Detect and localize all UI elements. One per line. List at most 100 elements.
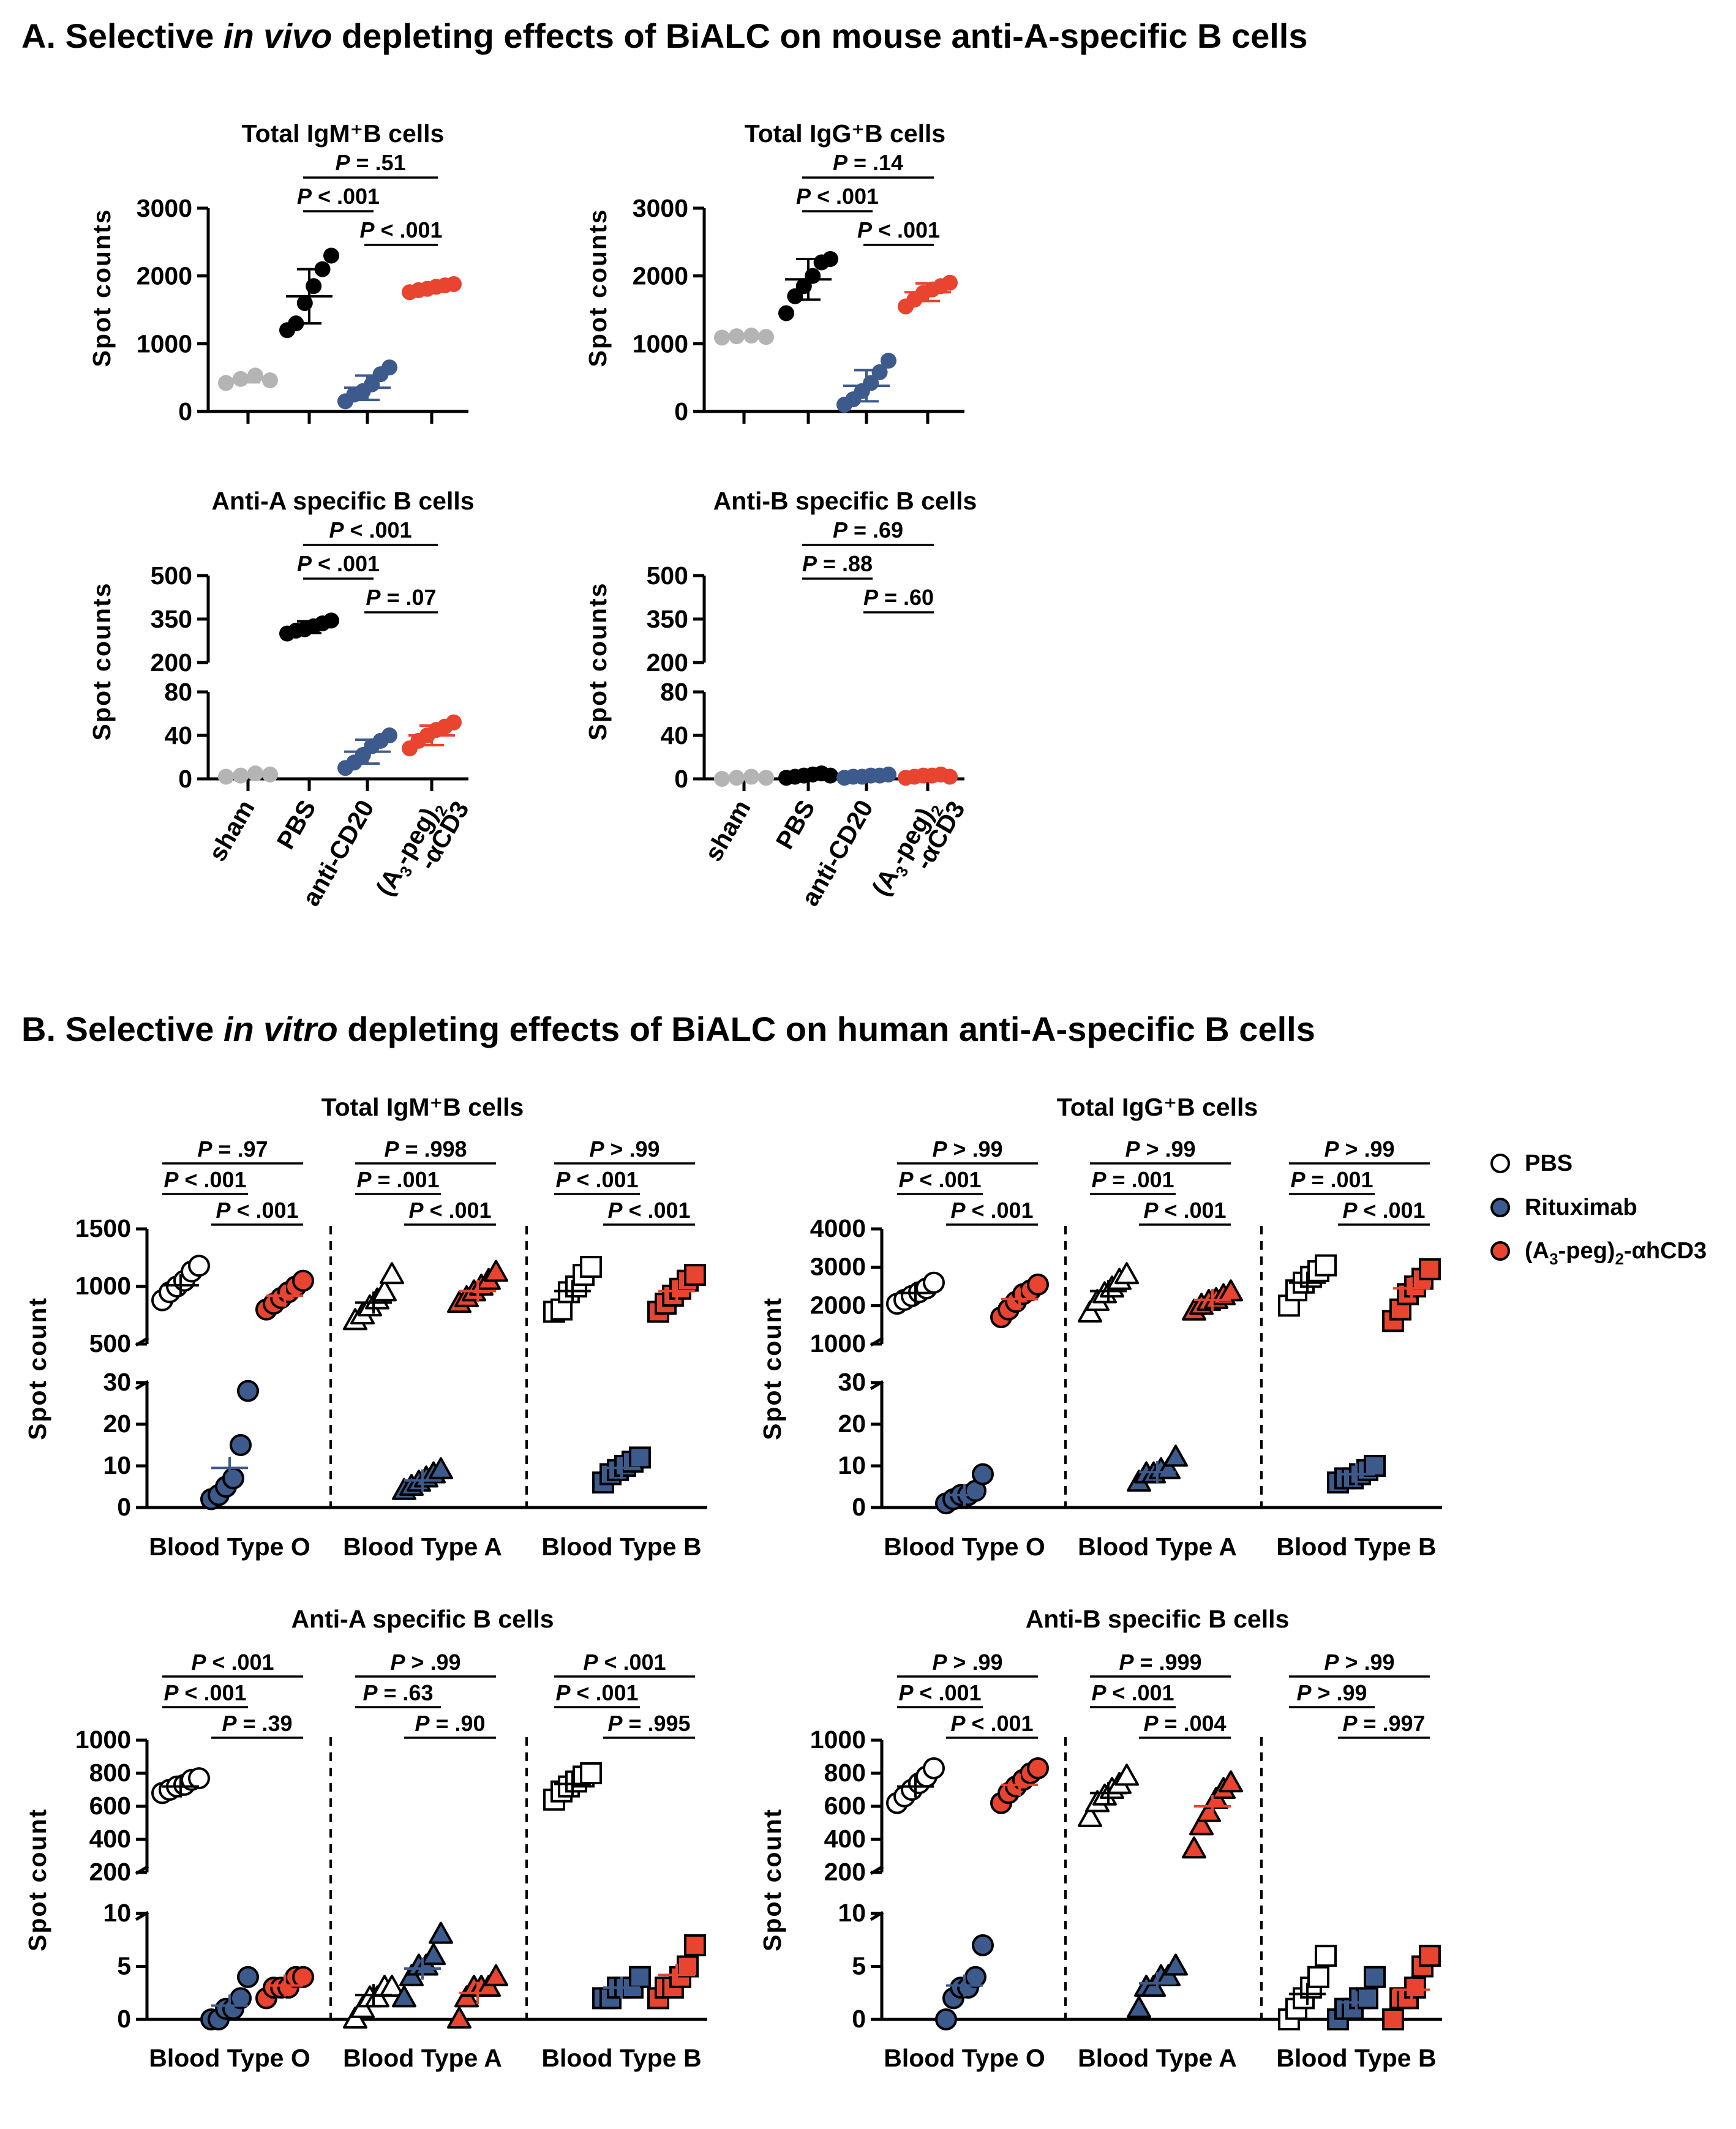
series-bialc [647,1264,706,1323]
data-point [1163,1953,1188,1976]
y-axis-label: Spot count [758,1808,786,1951]
p-value-label: P > .99 [932,1650,1002,1675]
series-bialc [1182,1770,1243,1859]
blood-type-group: P > .99 P < .001 P < .001 Blood Type O [884,1650,1049,2072]
series-bialc [447,1964,508,2029]
y-tick-label: 80 [660,678,688,706]
blood-type-group: P = .999 P < .001 P = .004 Blood Type A [1078,1650,1243,2072]
y-tick-label: 1000 [75,1725,131,1754]
data-point [1315,1254,1337,1277]
data-point [188,1767,210,1790]
y-tick-label: 5 [852,1952,866,1980]
p-value-label: P = .69 [833,517,903,543]
y-tick-label: 200 [151,648,192,677]
y-tick-label: 0 [674,765,688,793]
legend-item: (A3-peg)2-αhCD3 [1490,1238,1707,1268]
data-point [429,1921,453,1944]
category-label: Blood Type O [884,2044,1045,2072]
y-tick-label: 3000 [633,194,688,222]
p-value-label: P > .99 [1125,1136,1195,1162]
series-rituximab [1327,1966,1386,2030]
data-point [714,329,730,346]
chart-b-2: Total IgG⁺B cells Spot count 1000 2000 3000 4… [758,1093,1442,1561]
p-value-label: P = .001 [1091,1167,1174,1192]
p-value-label: P > .99 [1296,1680,1367,1705]
series-rituximab [392,1921,453,2008]
blood-type-group: P = .998 P = .001 P < .001 Blood Type A [343,1136,508,1561]
y-tick-label: 350 [647,605,688,633]
blood-type-group: P > .99 P = .63 P = .90 Blood Type A [343,1650,508,2072]
series-bialc [647,1934,706,2010]
chart-title: Total IgM⁺B cells [321,1093,524,1121]
series-rituximab [200,1380,259,1511]
p-value-label: P < .001 [297,551,380,576]
y-tick-label: 20 [838,1410,866,1438]
p-value-label: P > .99 [932,1136,1002,1162]
series-anti-CD20 [337,727,397,776]
p-value-label: P = .14 [833,150,903,175]
p-value-label: P > .99 [390,1650,460,1675]
legend-item: PBS [1490,1151,1573,1176]
data-point [1182,1836,1206,1859]
series-pbs [543,1256,602,1323]
y-tick-label: 500 [89,1329,131,1357]
p-value-label: P < .001 [607,1198,690,1223]
category-label: Blood Type A [1078,1533,1237,1561]
y-tick-label: 0 [117,2005,131,2033]
data-point [484,1260,508,1282]
blood-type-group: P > .99 P > .99 P = .997 Blood Type B [1276,1650,1441,2072]
series-sham [218,765,278,785]
p-value-label: P = .001 [356,1167,439,1192]
p-value-label: P = .88 [802,551,873,576]
data-point [381,727,397,743]
category-label: Blood Type A [343,2044,502,2072]
category-label: Blood Type O [149,2044,310,2072]
blood-type-group: P > .99 P < .001 P < .001 Blood Type B [541,1136,706,1561]
category-label: Blood Type B [1276,1533,1436,1561]
y-axis-label: Spot counts [584,582,612,741]
y-tick-label: 40 [164,721,192,749]
data-point [262,372,278,389]
legend-marker [1490,1198,1510,1217]
data-point [421,1943,446,1966]
y-axis-label: Spot counts [584,209,612,367]
p-value-label: P < .001 [191,1650,274,1675]
series-anti-CD20 [836,766,896,786]
p-value-label: P < .001 [408,1198,491,1223]
chart-b-1: Total IgM⁺B cells Spot count 500 1000 1500 0 1… [23,1093,707,1561]
data-point [629,1966,651,1988]
chart-b-3: Anti-A specific B cells Spot count 200 400 6… [23,1605,707,2072]
data-point [1356,1987,1378,2010]
p-value-label: P = .07 [366,585,436,610]
series-rituximab [392,1457,453,1500]
data-point [1219,1770,1243,1793]
chart-a-1: Total IgM⁺B cells Spot counts 0 1000 2000 300… [88,119,468,426]
data-point [972,1463,994,1485]
series-PBS [279,612,339,642]
series-BiALC [402,276,462,301]
series-bialc [1382,1258,1441,1332]
legend-item: Rituximab [1490,1195,1637,1220]
chart-title: Anti-B specific B cells [713,487,977,515]
y-tick-label: 500 [647,561,688,590]
data-point [484,1964,508,1986]
data-point [923,1757,945,1779]
series-bialc [255,1966,314,2010]
data-point [677,1955,699,1978]
data-point [822,251,838,267]
chart-b-4: Anti-B specific B cells Spot count 200 400 6… [758,1605,1442,2072]
series-rituximab [200,1966,259,2030]
data-point [881,353,896,369]
series-bialc [255,1269,314,1321]
series-rituximab [1327,1455,1386,1494]
y-tick-label: 3000 [137,194,192,222]
y-tick-label: 30 [103,1368,131,1396]
y-tick-label: 1500 [75,1214,131,1242]
data-point [446,276,462,292]
y-tick-label: 10 [838,1451,866,1479]
p-value-label: P < .001 [898,1680,981,1705]
data-point [323,612,339,629]
p-value-label: P = .995 [607,1711,690,1736]
data-point [580,1762,602,1784]
